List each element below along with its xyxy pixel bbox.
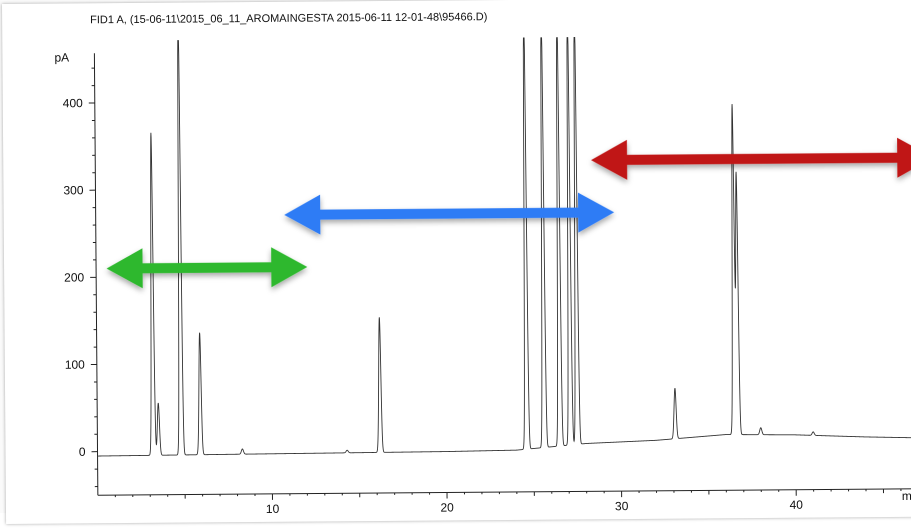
green-range-arrow <box>106 247 307 289</box>
y-tick-label: 0 <box>79 445 86 459</box>
x-tick-label: 40 <box>790 498 804 512</box>
x-tick-label: 10 <box>266 502 280 516</box>
y-tick-label: 300 <box>63 183 83 197</box>
blue-range-arrow <box>284 192 614 235</box>
chart-title: FID1 A, (15-06-11\2015_06_11_AROMAINGEST… <box>90 11 487 26</box>
x-tick-label: 20 <box>440 500 454 514</box>
y-tick-label: 200 <box>64 270 84 284</box>
y-tick-label: 100 <box>65 358 85 372</box>
x-axis-line <box>98 489 911 496</box>
screenshot-stage: FID1 A, (15-06-11\2015_06_11_AROMAINGEST… <box>0 0 911 513</box>
y-axis-unit-label: pA <box>54 50 69 64</box>
y-tick-label: 400 <box>63 96 83 110</box>
x-tick-label: 30 <box>615 499 629 513</box>
red-range-arrow <box>591 137 911 180</box>
chromatogram-trace <box>94 35 911 456</box>
x-axis-unit-label: mi <box>902 489 911 503</box>
y-axis-line <box>94 53 97 495</box>
